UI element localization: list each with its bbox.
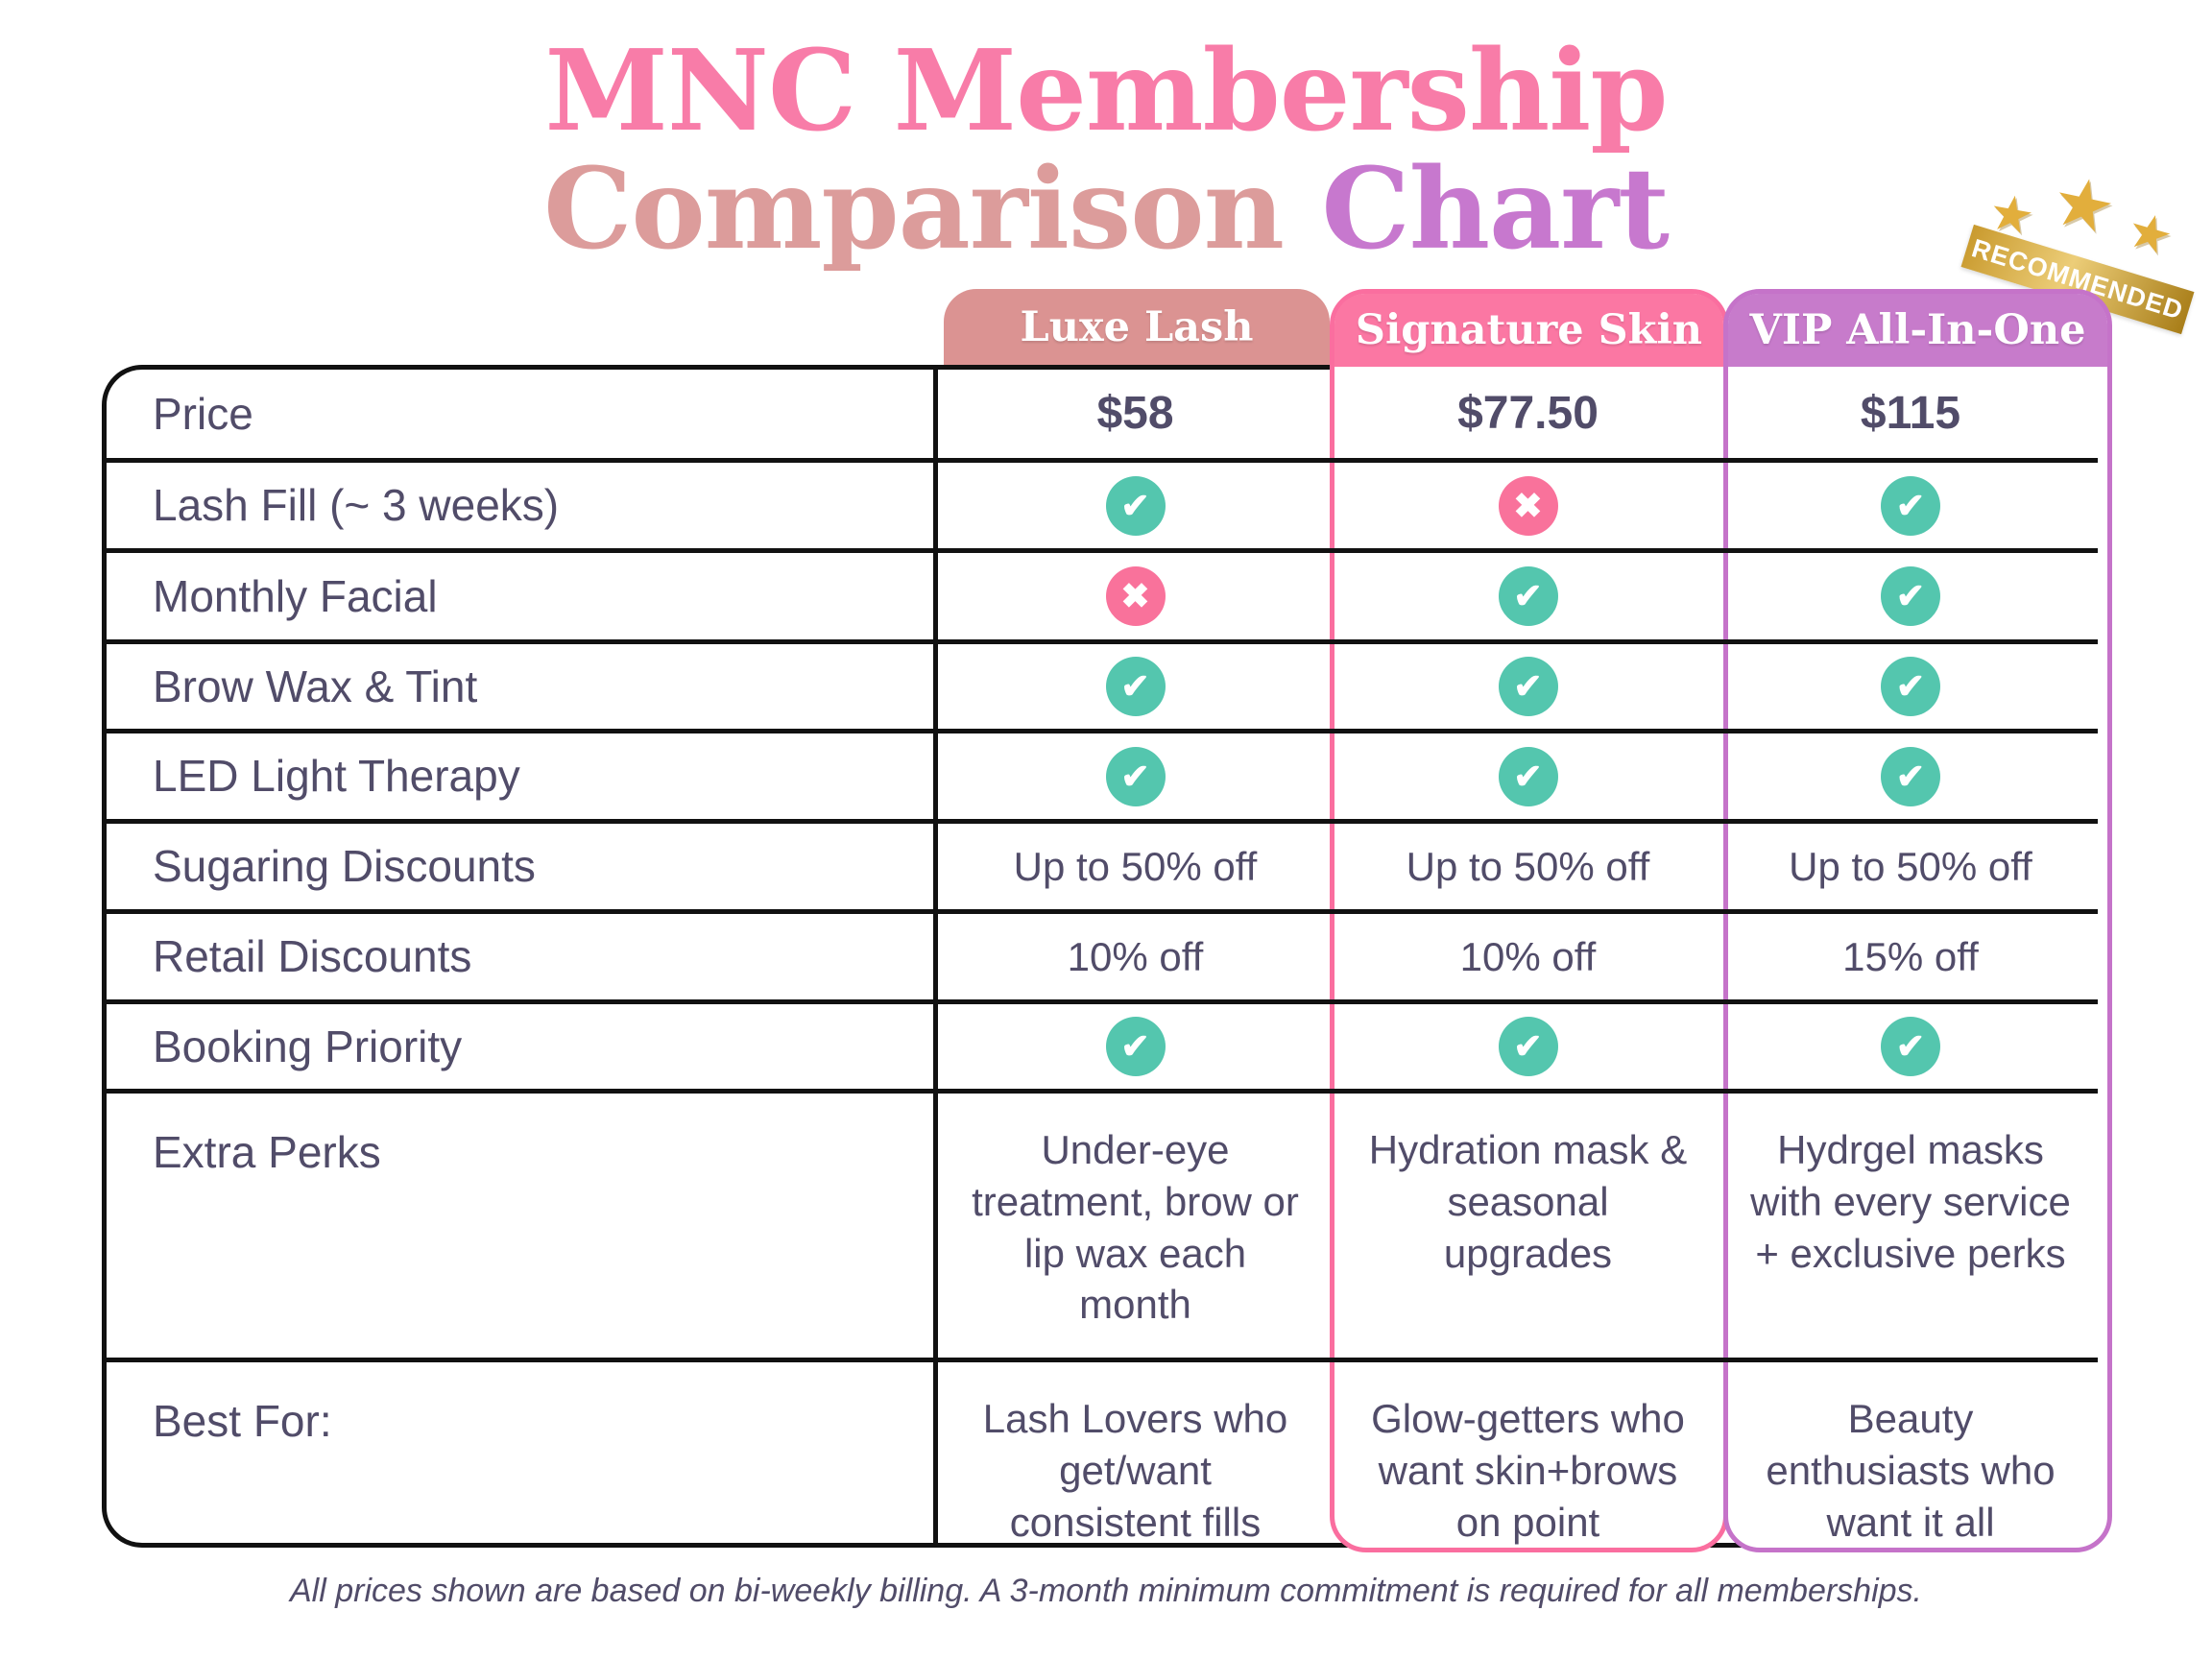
cell-text: Up to 50% off — [1789, 843, 2032, 889]
table-cell: ✔ — [1723, 733, 2098, 824]
x-icon: ✖ — [1105, 566, 1166, 626]
table-cell: ✔ — [938, 733, 1333, 824]
table-cell: Lash Lovers who get/want consistent fill… — [938, 1362, 1333, 1548]
row-label: Monthly Facial — [107, 553, 938, 644]
title-line2: Comparison Chart — [543, 143, 1670, 275]
row-label: Extra Perks — [107, 1094, 938, 1362]
star-icon: ★ — [2045, 161, 2123, 250]
table-cell: Under-eye treatment, brow or lip wax eac… — [938, 1094, 1333, 1362]
table-cell: ✔ — [938, 1004, 1333, 1094]
table-cell: ✖ — [938, 553, 1333, 644]
cell-text: Hydration mask & seasonal upgrades — [1368, 1127, 1688, 1276]
row-label: Lash Fill (~ 3 weeks) — [107, 463, 938, 553]
table-cell: Hydration mask & seasonal upgrades — [1333, 1094, 1723, 1362]
cell-text: 10% off — [1067, 933, 1204, 979]
table-cell: Up to 50% off — [938, 824, 1333, 914]
check-icon: ✔ — [1498, 746, 1558, 806]
table-cell: ✔ — [1723, 644, 2098, 733]
row-label: Brow Wax & Tint — [107, 644, 938, 733]
cell-text: Hydrgel masks with every service + exclu… — [1750, 1127, 2071, 1276]
check-icon: ✔ — [1105, 475, 1166, 536]
table-cell: ✔ — [1333, 1004, 1723, 1094]
column-header-luxe-lash: Luxe Lash — [944, 289, 1330, 365]
row-label: Retail Discounts — [107, 914, 938, 1004]
x-icon: ✖ — [1498, 475, 1558, 536]
table-cell: Glow-getters who want skin+brows on poin… — [1333, 1362, 1723, 1548]
column-header-vip-all-in-one: VIP All-In-One — [1728, 294, 2107, 367]
table-cell: Up to 50% off — [1723, 824, 2098, 914]
row-label: LED Light Therapy — [107, 733, 938, 824]
cell-text: 10% off — [1459, 933, 1597, 979]
check-icon: ✔ — [1498, 566, 1558, 626]
cell-text: $58 — [1096, 388, 1174, 440]
cell-text: $115 — [1860, 388, 1961, 440]
table-cell: ✔ — [1723, 463, 2098, 553]
table-cell: 10% off — [938, 914, 1333, 1004]
column-vip-all-in-one: VIP All-In-One — [1723, 289, 2112, 1552]
page-title: MNC Membership Comparison Chart — [0, 33, 2212, 269]
check-icon: ✔ — [1881, 475, 1940, 536]
table-cell: 10% off — [1333, 914, 1723, 1004]
table-cell: ✔ — [938, 644, 1333, 733]
row-label: Best For: — [107, 1362, 938, 1549]
table-cell: Hydrgel masks with every service + exclu… — [1723, 1094, 2098, 1362]
cell-text: Glow-getters who want skin+brows on poin… — [1371, 1396, 1685, 1545]
check-icon: ✔ — [1881, 566, 1940, 626]
table-cell: ✔ — [1333, 733, 1723, 824]
row-label: Booking Priority — [107, 1004, 938, 1094]
column-header-signature-skin: Signature Skin — [1334, 294, 1723, 367]
check-icon: ✔ — [1881, 746, 1940, 806]
check-icon: ✔ — [1105, 1017, 1166, 1076]
row-label: Price — [107, 370, 938, 463]
check-icon: ✔ — [1498, 657, 1558, 716]
check-icon: ✔ — [1105, 657, 1166, 716]
table-cell: $58 — [938, 370, 1333, 463]
cell-text: Up to 50% off — [1013, 843, 1258, 889]
cell-text: Up to 50% off — [1406, 843, 1650, 889]
footer-note: All prices shown are based on bi-weekly … — [289, 1573, 1923, 1609]
table-cell: $115 — [1723, 370, 2098, 463]
table-cell: ✔ — [1333, 644, 1723, 733]
check-icon: ✔ — [1105, 746, 1166, 806]
table-cell: ✔ — [1723, 1004, 2098, 1094]
cell-text: $77.50 — [1457, 388, 1599, 440]
check-icon: ✔ — [1498, 1017, 1558, 1076]
check-icon: ✔ — [1881, 657, 1940, 716]
check-icon: ✔ — [1881, 1017, 1940, 1076]
cell-text: Beauty enthusiasts who want it all — [1766, 1396, 2056, 1545]
comparison-grid: Price $58 $77.50 $115 Lash Fill (~ 3 weeks) ✔… — [102, 365, 2103, 1549]
title-line1: MNC Membership — [544, 26, 1669, 156]
table-cell: $77.50 — [1333, 370, 1723, 463]
star-icon: ★ — [2120, 201, 2179, 268]
cell-text: Lash Lovers who get/want consistent fill… — [982, 1396, 1288, 1545]
table-cell: ✔ — [1723, 553, 2098, 644]
cell-text: 15% off — [1842, 933, 1979, 979]
row-label: Sugaring Discounts — [107, 824, 938, 914]
table-cell: Up to 50% off — [1333, 824, 1723, 914]
table-cell: ✔ — [938, 463, 1333, 553]
cell-text: Under-eye treatment, brow or lip wax eac… — [972, 1127, 1299, 1328]
table-cell: Beauty enthusiasts who want it all — [1723, 1362, 2098, 1548]
table-cell: ✖ — [1333, 463, 1723, 553]
table-cell: ✔ — [1333, 553, 1723, 644]
table-cell: 15% off — [1723, 914, 2098, 1004]
